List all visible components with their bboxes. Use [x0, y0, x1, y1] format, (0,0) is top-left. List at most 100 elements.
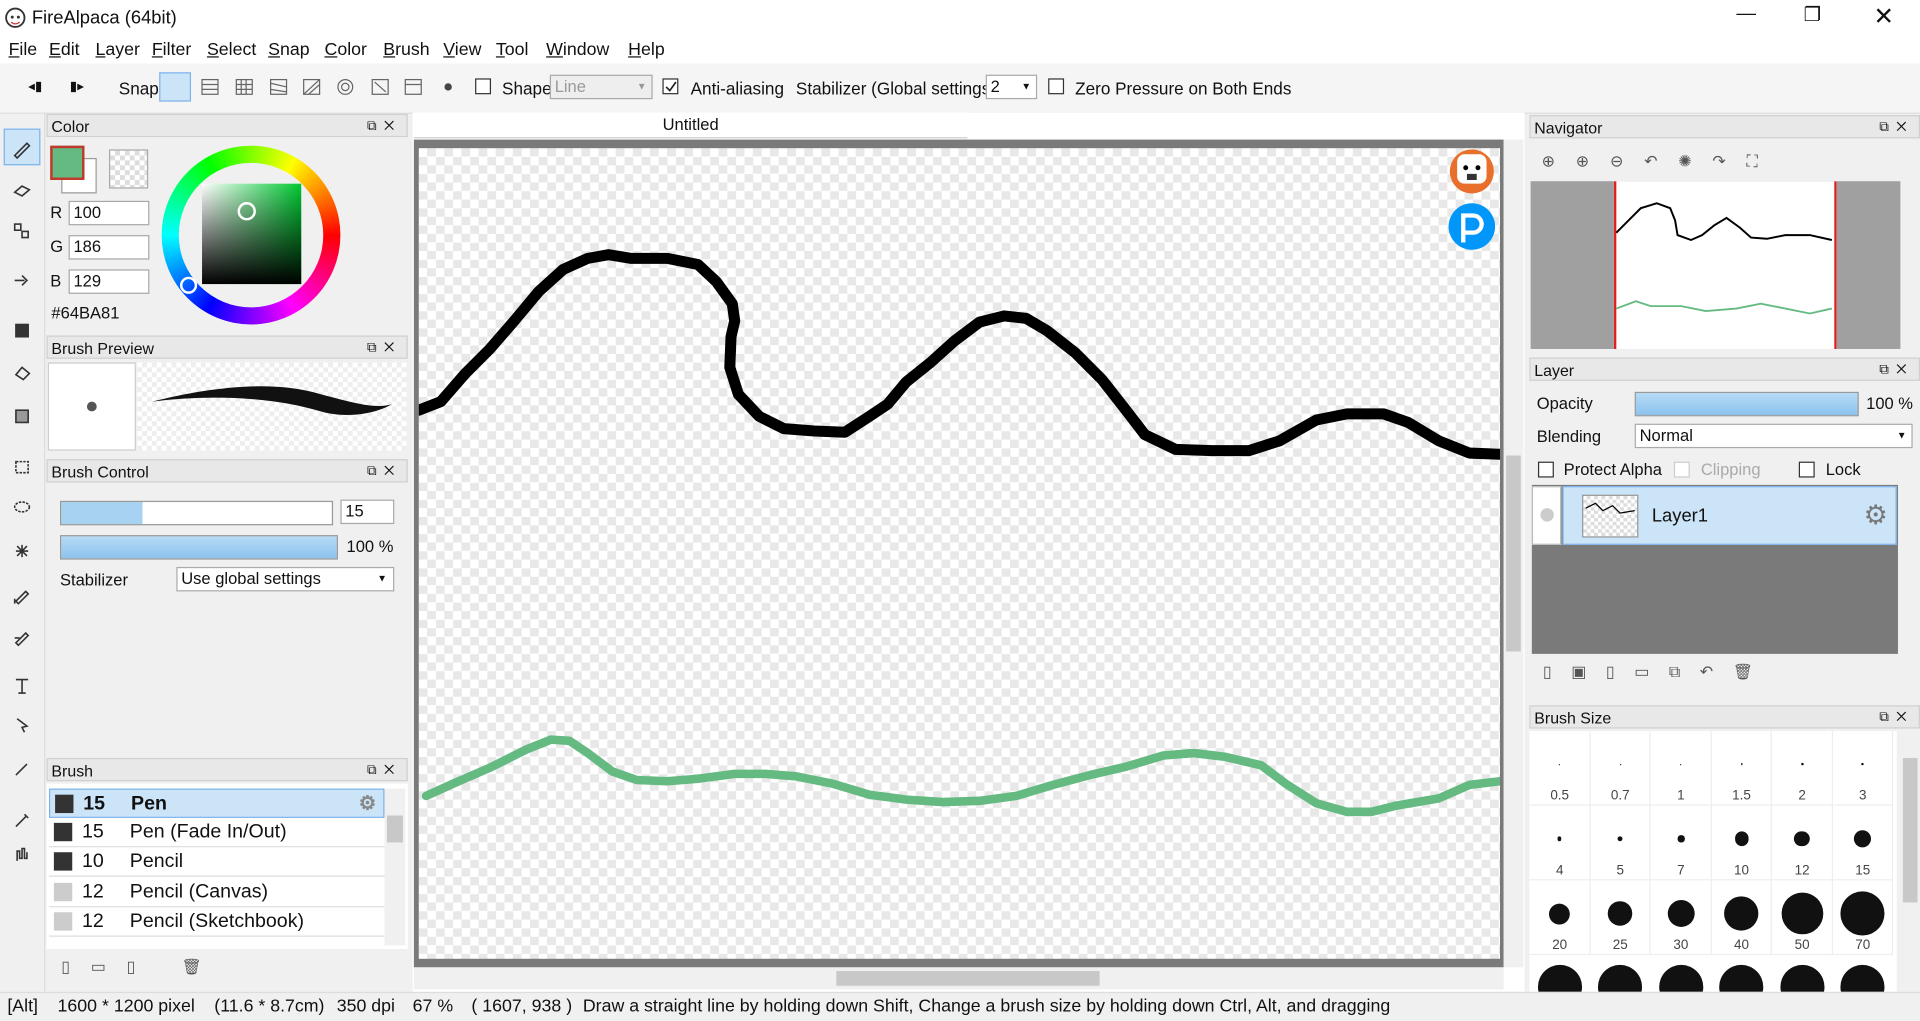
menu-item[interactable]: Layer: [95, 40, 140, 60]
close-button[interactable]: ✕: [1873, 3, 1894, 31]
size-label: 7: [1677, 863, 1685, 878]
size-label: 15: [1855, 863, 1871, 878]
stabilizer-dropdown[interactable]: Use global settings ▼: [176, 566, 395, 592]
shape-dropdown[interactable]: Line ▼: [549, 74, 653, 100]
size-cell[interactable]: [1529, 880, 1590, 956]
size-dot: [1598, 964, 1643, 992]
size-label: 1.5: [1732, 788, 1751, 804]
menu-item[interactable]: Help: [628, 40, 665, 60]
menu-item[interactable]: File: [8, 40, 38, 60]
brush-item[interactable]: 12 Pencil (Canvas): [48, 877, 385, 908]
brush-item[interactable]: 12 Pencil (Sketchbook): [48, 907, 385, 937]
brush-item[interactable]: 10 Pencil: [48, 847, 385, 877]
layer-opacity-slider[interactable]: [1634, 391, 1859, 417]
protect-alpha-checkbox[interactable]: [1537, 461, 1554, 478]
shape-checkbox[interactable]: [475, 78, 492, 95]
brush-item[interactable]: 15 Pen (Fade In/Out): [48, 817, 385, 848]
size-cell[interactable]: [1529, 731, 1590, 806]
stabilizer-dropdown[interactable]: 2 ▼: [985, 74, 1038, 100]
lock-label: Lock: [1825, 460, 1861, 479]
menu-item[interactable]: Snap: [268, 40, 310, 60]
size-cell[interactable]: [1711, 880, 1772, 956]
size-dot: [1719, 964, 1764, 992]
menu-item[interactable]: View: [443, 40, 482, 60]
saturation-square[interactable]: [202, 183, 302, 285]
panel-title: Color: [51, 117, 90, 136]
restore-button[interactable]: ❐: [1803, 4, 1822, 26]
size-cell[interactable]: [1832, 731, 1894, 806]
brush-list-buttons[interactable]: ▯▭▯ 🗑: [61, 957, 223, 976]
layer-scrollbar[interactable]: [1900, 484, 1918, 654]
brush-name: Pen (Fade In/Out): [129, 821, 287, 843]
size-cell[interactable]: [1711, 731, 1772, 806]
status-bar: [0, 991, 1920, 1021]
menu-item[interactable]: Window: [546, 40, 610, 60]
undo-button[interactable]: ◂▮: [28, 79, 43, 95]
hue-handle[interactable]: [180, 276, 198, 294]
brush-size-scrollbar[interactable]: [1900, 731, 1920, 992]
r-input[interactable]: 100: [68, 200, 150, 226]
brush-list-scrollbar[interactable]: [384, 788, 406, 946]
lock-checkbox[interactable]: [1798, 461, 1815, 478]
transparent-swatch[interactable]: [108, 149, 149, 189]
menu-item[interactable]: Select: [206, 40, 257, 60]
layer-buttons[interactable]: ▯▣▯▭⧉↶🗑: [1542, 662, 1773, 681]
panel-header: Brush Control ⧉✕: [46, 459, 408, 483]
size-cell[interactable]: [1590, 880, 1651, 956]
document-tab[interactable]: Untitled: [413, 112, 968, 139]
size-cell[interactable]: [1650, 731, 1712, 806]
size-cell[interactable]: [1771, 805, 1833, 881]
clipping-checkbox[interactable]: [1673, 461, 1690, 478]
brush-item[interactable]: 15 Pen ⚙: [48, 788, 385, 818]
menu-item[interactable]: Edit: [48, 40, 80, 60]
visibility-toggle[interactable]: [1531, 486, 1562, 545]
menu-item[interactable]: Brush: [383, 40, 430, 60]
opacity-slider[interactable]: [60, 535, 338, 560]
size-cell[interactable]: [1832, 805, 1894, 881]
g-input[interactable]: 186: [68, 235, 150, 260]
size-dot: [1840, 891, 1885, 936]
size-cell[interactable]: [1529, 805, 1590, 881]
navigator-preview[interactable]: [1613, 181, 1837, 349]
size-label: 20: [1552, 937, 1568, 953]
size-cell[interactable]: [1590, 805, 1651, 881]
panel-header: Color ⧉✕: [46, 113, 408, 138]
minimize-button[interactable]: —: [1736, 3, 1756, 25]
size-label: 3: [1859, 788, 1867, 804]
size-dot: [1608, 901, 1633, 926]
size-cell[interactable]: [1832, 880, 1894, 956]
blending-dropdown[interactable]: Normal ▼: [1634, 423, 1913, 449]
size-cell[interactable]: [1650, 805, 1712, 881]
drawing-canvas[interactable]: [418, 148, 1500, 959]
menu-item[interactable]: Filter: [151, 40, 192, 60]
size-cell[interactable]: [1590, 731, 1651, 806]
pen-tool[interactable]: [3, 128, 41, 166]
size-cell[interactable]: [1771, 731, 1833, 806]
b-input[interactable]: 129: [68, 269, 150, 294]
vertical-scrollbar[interactable]: [1503, 139, 1524, 968]
snap-off-button[interactable]: [159, 72, 192, 102]
horizontal-scrollbar[interactable]: [413, 967, 1504, 990]
menu-item[interactable]: Color: [324, 40, 367, 60]
size-cell[interactable]: [1711, 805, 1772, 881]
size-cell[interactable]: [1650, 880, 1712, 956]
menu-item[interactable]: Tool: [495, 40, 529, 60]
primary-swatch[interactable]: [50, 145, 85, 180]
redo-button[interactable]: ▮▸: [69, 79, 84, 95]
size-dot: [1780, 964, 1825, 992]
anti-aliasing-checkbox[interactable]: [662, 78, 679, 95]
size-slider[interactable]: [60, 500, 334, 526]
size-label: 2: [1798, 788, 1806, 804]
layer-item[interactable]: Layer1 ⚙: [1562, 486, 1897, 545]
size-input[interactable]: 15: [340, 499, 395, 525]
panel-header: Layer ⧉✕: [1529, 357, 1920, 381]
size-dot: [1840, 964, 1885, 992]
zero-pressure-checkbox[interactable]: [1048, 78, 1065, 95]
size-dot: [1667, 899, 1695, 928]
status-text: 67 %: [412, 996, 454, 1017]
size-cell[interactable]: [1771, 880, 1833, 956]
navigator-buttons[interactable]: ⊕⊕⊖↶✺↷⛶: [1541, 151, 1779, 171]
blending-value: Normal: [1639, 426, 1693, 445]
color-picker-handle[interactable]: [237, 202, 256, 221]
status-text: (11.6 * 8.7cm): [214, 996, 325, 1017]
